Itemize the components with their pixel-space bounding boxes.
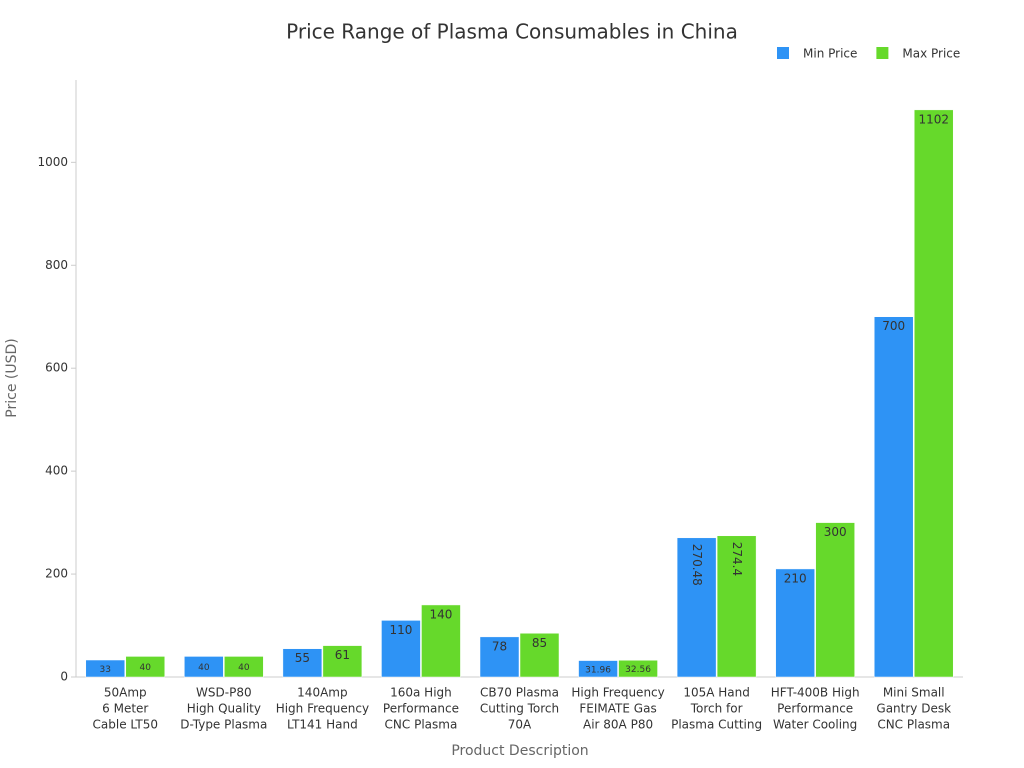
x-tick-label: 6 Meter <box>102 702 148 716</box>
bar <box>282 648 323 678</box>
bar <box>381 620 421 678</box>
x-tick-label: 50Amp <box>104 686 147 700</box>
y-tick-label: 1000 <box>37 155 68 169</box>
value-label: 31.96 <box>585 665 611 675</box>
value-label: 40 <box>198 663 210 673</box>
value-label: 61 <box>335 648 350 662</box>
y-tick-label: 600 <box>45 361 68 375</box>
x-tick-label: High Quality <box>187 702 261 716</box>
y-tick-label: 200 <box>45 567 68 581</box>
x-tick-label: CB70 Plasma <box>480 686 559 700</box>
x-tick-label: Plasma Cutting <box>671 718 762 732</box>
x-tick-label: CNC Plasma <box>385 718 458 732</box>
value-label: 274.4 <box>730 542 744 576</box>
bar <box>578 660 618 678</box>
bar <box>815 522 855 678</box>
value-label: 55 <box>295 651 310 665</box>
value-label: 33 <box>100 665 111 675</box>
bar <box>913 109 954 678</box>
x-tick-label: Gantry Desk <box>876 702 951 716</box>
x-tick-label: Water Cooling <box>773 718 857 732</box>
x-tick-label: Cable LT50 <box>93 718 159 732</box>
x-tick-label: 160a High <box>390 686 452 700</box>
value-label: 32.56 <box>625 665 651 675</box>
value-label: 40 <box>238 663 250 673</box>
y-tick-label: 0 <box>60 670 68 684</box>
value-label: 110 <box>389 623 412 637</box>
value-label: 300 <box>824 525 847 539</box>
bar <box>224 656 264 678</box>
bar <box>322 645 363 678</box>
x-tick-label: 105A Hand <box>683 686 750 700</box>
legend-label: Min Price <box>803 47 857 61</box>
legend-label: Max Price <box>902 47 960 61</box>
bar <box>184 656 224 678</box>
x-tick-label: Torch for <box>690 702 743 716</box>
x-tick-label: D-Type Plasma <box>180 718 267 732</box>
chart-title: Price Range of Plasma Consumables in Chi… <box>286 20 738 44</box>
value-label: 140 <box>429 607 452 621</box>
x-tick-label: 140Amp <box>297 686 347 700</box>
bar <box>125 656 166 678</box>
value-label: 700 <box>882 319 905 333</box>
bar <box>85 659 126 678</box>
x-tick-label: 70A <box>508 718 532 732</box>
x-tick-label: WSD-P80 <box>196 686 252 700</box>
value-label: 1102 <box>918 112 949 126</box>
x-axis-title: Product Description <box>451 743 588 759</box>
x-tick-label: HFT-400B High <box>771 686 860 700</box>
x-tick-label: CNC Plasma <box>877 718 950 732</box>
x-tick-label: Performance <box>383 702 459 716</box>
x-tick-label: Air 80A P80 <box>583 718 653 732</box>
x-tick-label: Mini Small <box>883 686 945 700</box>
value-label: 78 <box>492 639 507 653</box>
bar <box>873 316 914 678</box>
legend-swatch <box>876 47 889 59</box>
bar <box>618 659 658 678</box>
bar <box>479 636 520 678</box>
x-tick-label: FEIMATE Gas <box>579 702 656 716</box>
bar <box>775 568 815 678</box>
x-tick-label: Cutting Torch <box>480 702 559 716</box>
y-tick-label: 400 <box>45 464 68 478</box>
value-label: 40 <box>140 663 152 673</box>
y-tick-label: 800 <box>45 258 68 272</box>
legend-swatch <box>777 47 789 59</box>
value-label: 85 <box>532 636 547 650</box>
y-axis-title: Price (USD) <box>4 338 20 417</box>
bar <box>519 633 560 678</box>
x-tick-label: LT141 Hand <box>287 718 358 732</box>
x-tick-label: High Frequency <box>571 686 664 700</box>
value-label: 270.48 <box>690 544 704 586</box>
bar <box>676 537 717 678</box>
value-label: 210 <box>784 571 807 585</box>
bar <box>421 604 461 678</box>
bar <box>716 535 757 678</box>
x-tick-label: Performance <box>777 702 853 716</box>
x-tick-label: High Frequency <box>276 702 369 716</box>
